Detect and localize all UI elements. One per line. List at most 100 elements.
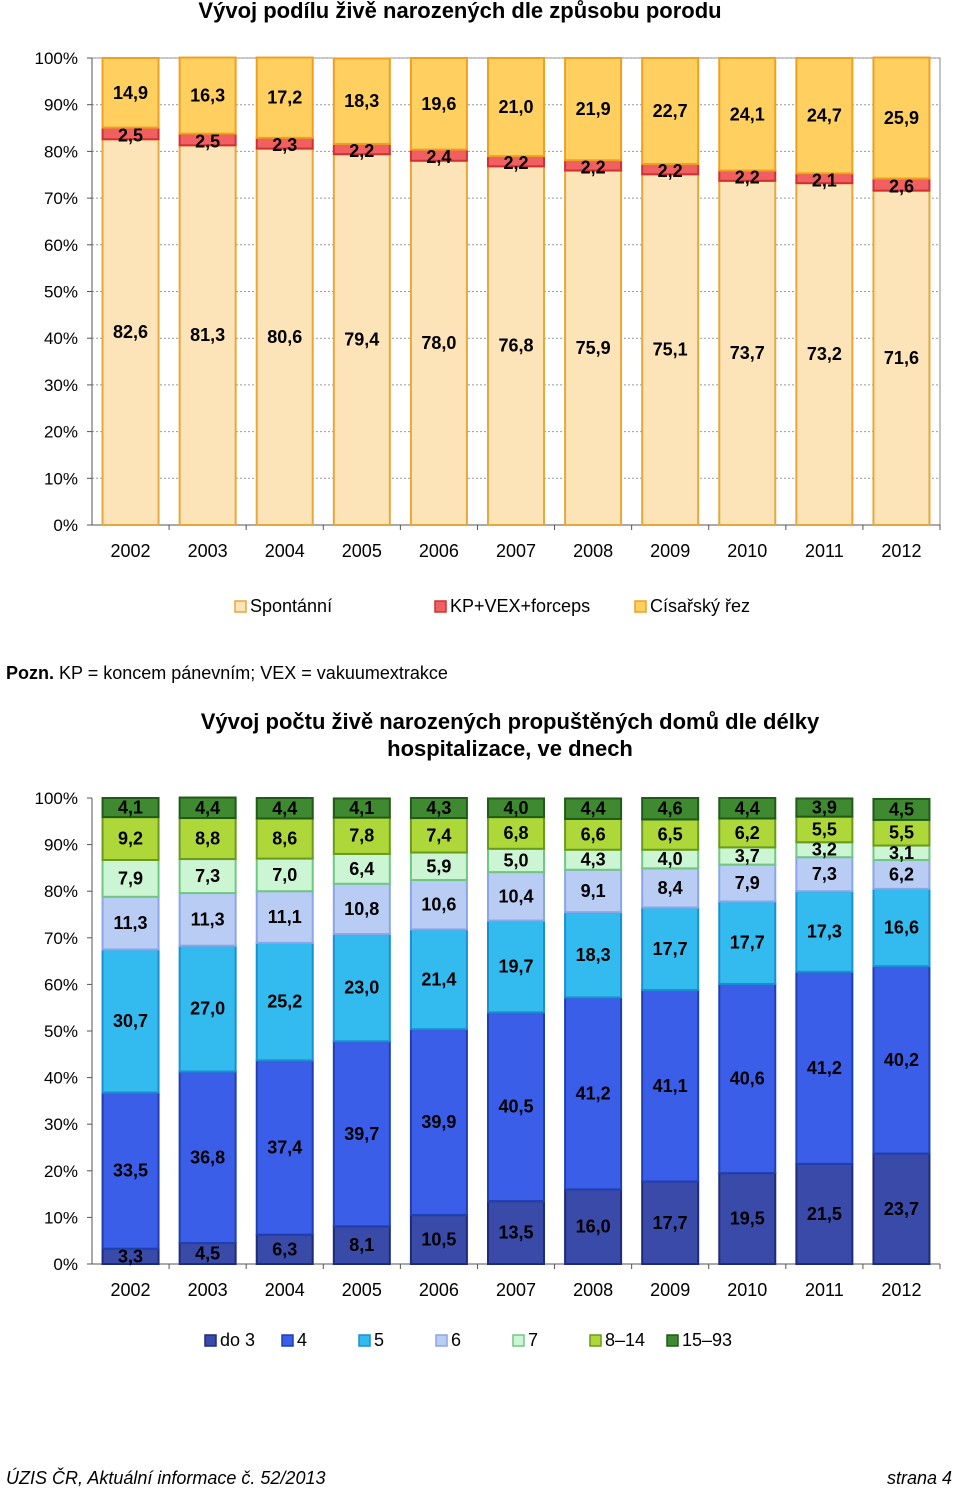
undefined-bar-2007-s6 (487, 797, 545, 819)
undefined-data-label: 17,3 (807, 922, 842, 942)
undefined-bar-2003-s2 (178, 56, 237, 135)
undefined-bar-2005-s0 (332, 153, 391, 526)
undefined-data-label: 4,0 (503, 798, 528, 818)
undefined-bar-2010-s2 (718, 57, 777, 172)
undefined-x-tick-label: 2003 (188, 541, 228, 561)
undefined-bar-2010-s5 (718, 817, 777, 849)
undefined-x-tick-label: 2007 (496, 1280, 536, 1300)
undefined-data-label: 19,6 (421, 94, 456, 114)
undefined-legend-label: 4 (297, 1330, 307, 1350)
undefined-data-label: 4,4 (735, 798, 760, 818)
undefined-legend-label: 5 (374, 1330, 384, 1350)
undefined-bar-2002-s2 (101, 948, 160, 1094)
undefined-data-label: 19,5 (730, 1209, 765, 1229)
undefined-y-tick-label: 50% (44, 283, 78, 302)
undefined-bar-2009-s0 (641, 1180, 700, 1265)
undefined-data-label: 37,4 (267, 1138, 302, 1158)
note-prefix: Pozn. (6, 663, 54, 683)
undefined-x-tick-label: 2012 (881, 541, 921, 561)
undefined-bar-2012-s1 (872, 965, 931, 1155)
undefined-bar-2006-s2 (409, 928, 468, 1031)
footer-source: ÚZIS ČR, Aktuální informace č. 52/2013 (6, 1468, 326, 1488)
undefined-data-label: 5,9 (426, 856, 451, 876)
undefined-y-tick-label: 90% (44, 96, 78, 115)
undefined-bar-2004-s1 (255, 1059, 314, 1236)
undefined-legend-swatch (358, 1334, 371, 1347)
undefined-data-label: 40,2 (884, 1050, 919, 1070)
undefined-bar-2002-s5 (101, 816, 160, 861)
undefined-data-label: 40,5 (498, 1097, 533, 1117)
undefined-data-label: 17,7 (653, 939, 688, 959)
undefined-data-label: 3,7 (735, 846, 760, 866)
undefined-data-label: 21,4 (421, 969, 456, 989)
undefined-x-tick-label: 2002 (111, 1280, 151, 1300)
undefined-bar-2007-s2 (487, 57, 545, 158)
undefined-data-label: 2,5 (195, 131, 220, 151)
undefined-bar-2006-s0 (409, 159, 468, 527)
undefined-bar-2004-s6 (255, 797, 314, 820)
undefined-bar-2006-s4 (409, 851, 468, 882)
undefined-data-label: 6,2 (889, 864, 914, 884)
undefined-bar-2007-s1 (487, 1011, 545, 1203)
undefined-bar-2005-s5 (332, 816, 391, 855)
undefined-bar-2008-s6 (564, 797, 623, 820)
undefined-y-tick-label: 100% (35, 49, 78, 68)
undefined-legend-swatch (281, 1334, 294, 1347)
undefined-y-tick-label: 0% (53, 516, 78, 535)
undefined-y-tick-label: 40% (44, 329, 78, 348)
undefined-data-label: 33,5 (113, 1161, 148, 1181)
undefined-data-label: 16,3 (190, 86, 225, 106)
undefined-x-tick-label: 2010 (727, 1280, 767, 1300)
undefined-data-label: 4,3 (426, 798, 451, 818)
undefined-data-label: 2,2 (735, 168, 760, 188)
undefined-data-label: 22,7 (653, 101, 688, 121)
undefined-data-label: 2,2 (503, 153, 528, 173)
undefined-bar-2003-s0 (178, 144, 237, 526)
undefined-data-label: 4,0 (658, 849, 683, 869)
undefined-x-tick-label: 2007 (496, 541, 536, 561)
undefined-data-label: 6,2 (735, 823, 760, 843)
undefined-data-label: 8,1 (349, 1235, 374, 1255)
undefined-y-tick-label: 20% (44, 423, 78, 442)
undefined-bar-2010-s0 (718, 1172, 777, 1266)
undefined-bar-2008-s1 (564, 996, 623, 1191)
undefined-data-label: 39,9 (421, 1112, 456, 1132)
undefined-data-label: 17,7 (730, 933, 765, 953)
undefined-data-label: 7,9 (735, 873, 760, 893)
undefined-data-label: 5,5 (812, 819, 837, 839)
undefined-bar-2006-s2 (409, 57, 468, 151)
undefined-data-label: 4,5 (195, 1244, 220, 1264)
undefined-x-tick-label: 2002 (111, 541, 151, 561)
undefined-bar-2005-s1 (332, 1040, 391, 1228)
undefined-bar-2005-s3 (332, 882, 391, 936)
undefined-data-label: 17,7 (653, 1213, 688, 1233)
undefined-data-label: 75,1 (653, 340, 688, 360)
undefined-bar-2006-s5 (409, 817, 468, 854)
undefined-data-label: 6,3 (272, 1239, 297, 1259)
undefined-data-label: 3,9 (812, 798, 837, 818)
undefined-y-tick-label: 70% (44, 929, 78, 948)
undefined-data-label: 11,1 (268, 907, 302, 927)
undefined-y-tick-label: 10% (44, 469, 78, 488)
undefined-bar-2011-s0 (795, 182, 854, 526)
undefined-data-label: 6,4 (349, 859, 374, 879)
undefined-bar-2006-s3 (409, 879, 468, 931)
undefined-bar-2003-s3 (178, 892, 237, 947)
undefined-data-label: 5,5 (889, 823, 914, 843)
undefined-legend-swatch (435, 1334, 448, 1347)
undefined-data-label: 7,3 (195, 866, 220, 886)
undefined-data-label: 11,3 (114, 913, 148, 933)
undefined-x-tick-label: 2005 (342, 541, 382, 561)
undefined-data-label: 23,0 (344, 978, 379, 998)
undefined-data-label: 2,6 (889, 177, 914, 197)
undefined-legend-label: Císařský řez (650, 596, 750, 616)
undefined-data-label: 13,5 (498, 1223, 533, 1243)
undefined-data-label: 6,5 (658, 825, 683, 845)
undefined-data-label: 4,3 (581, 850, 606, 870)
undefined-data-label: 7,3 (812, 864, 837, 884)
undefined-legend-swatch (666, 1334, 679, 1347)
undefined-data-label: 2,4 (426, 147, 451, 167)
undefined-data-label: 41,2 (576, 1083, 611, 1103)
undefined-data-label: 6,8 (503, 823, 528, 843)
undefined-data-label: 79,4 (344, 330, 379, 350)
